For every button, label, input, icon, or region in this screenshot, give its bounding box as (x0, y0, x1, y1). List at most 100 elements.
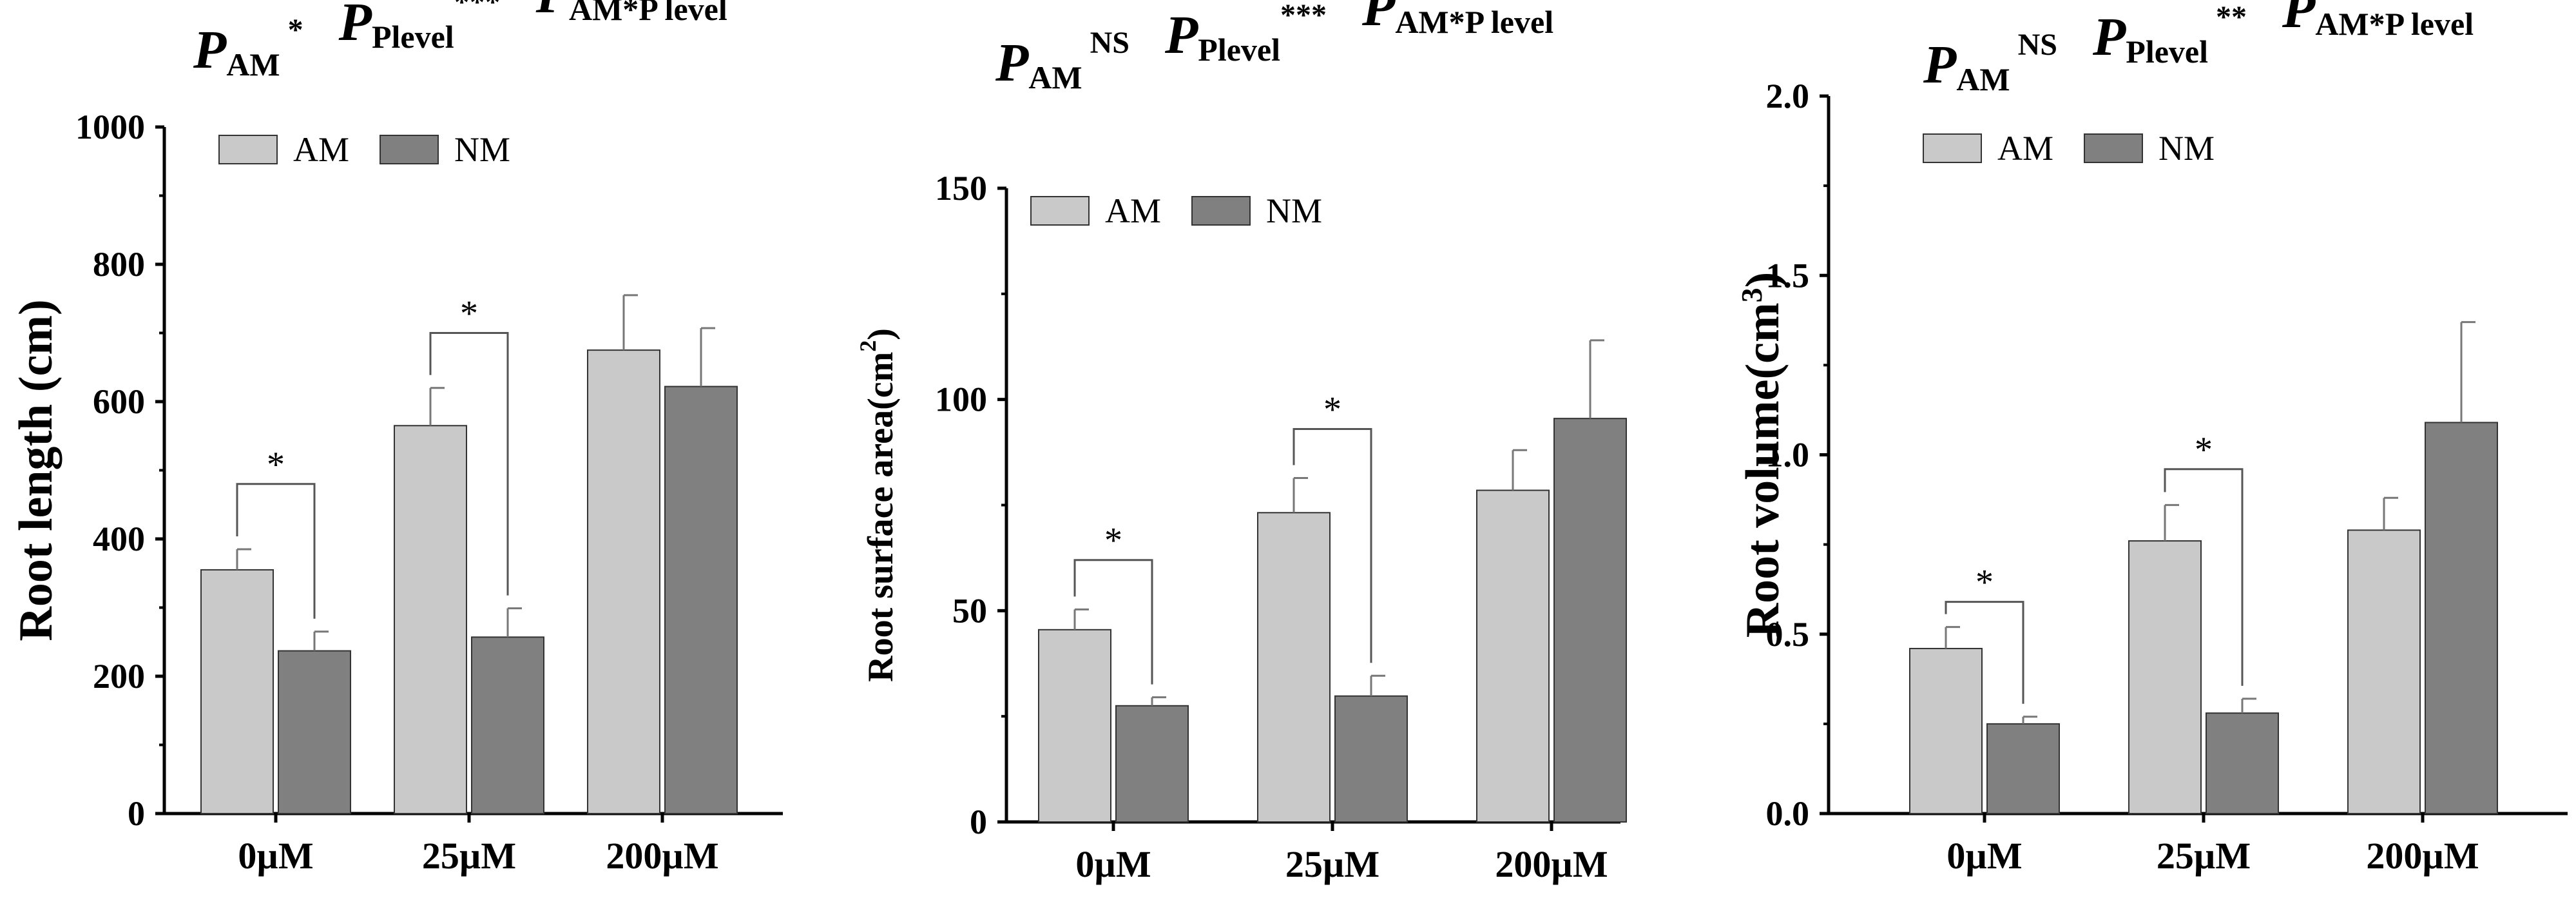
significance-bracket (236, 483, 316, 619)
legend-swatch-nm (380, 135, 439, 164)
y-tick-label: 100 (935, 380, 987, 419)
title-term-subscript: AM*P level (569, 0, 727, 27)
bar-am-3 (2347, 529, 2421, 814)
title-term-subscript: AM (1956, 61, 2010, 97)
bar-am-3 (1476, 489, 1550, 823)
title-term-p: P (1923, 35, 1957, 95)
title-term-subscript: AM (226, 46, 280, 83)
x-category-label: 200µM (1495, 843, 1608, 885)
y-tick-label: 0.5 (1766, 615, 1810, 654)
significance-bracket (1293, 428, 1372, 663)
chart-title: PAM *PPlevel***PAM*P level * (193, 0, 751, 83)
bar-nm-1 (278, 650, 351, 814)
legend-swatch-am (1923, 133, 1982, 163)
x-category-label: 25µM (2157, 835, 2251, 877)
x-category-label: 200µM (2366, 835, 2479, 877)
legend-label-am: AM (1105, 191, 1161, 230)
y-axis-label-superscript: 3 (1735, 288, 1768, 302)
title-term-significance: NS (1082, 26, 1129, 60)
x-category-label: 0µM (238, 835, 313, 877)
significance-star: * (2195, 430, 2213, 470)
significance-bracket (1073, 559, 1153, 685)
y-axis-label: Root volume(cm3) (1735, 272, 1789, 638)
x-category-label: 25µM (1285, 843, 1379, 885)
bar-nm-2 (1334, 695, 1408, 823)
title-term-p: P (1361, 0, 1396, 37)
x-category-label: 0µM (1946, 835, 2022, 877)
y-axis-label-tail: ) (861, 328, 901, 340)
legend-label-nm: NM (2158, 129, 2215, 168)
y-tick-label: 800 (93, 245, 145, 284)
y-tick-label: 1000 (75, 108, 145, 146)
title-term-significance: *** (454, 0, 501, 19)
bar-am-1 (200, 569, 274, 814)
significance-bracket (429, 332, 509, 596)
bar-nm-2 (2206, 712, 2279, 815)
y-axis-label-tail: ) (1736, 272, 1789, 288)
y-tick-label: 600 (93, 382, 145, 421)
x-category-label: 200µM (606, 835, 718, 877)
legend-label-am: AM (293, 130, 349, 169)
title-term-subscript: AM*P level (1395, 4, 1553, 40)
significance-star: * (1104, 521, 1122, 561)
title-term-subscript: Plevel (1198, 32, 1280, 68)
title-term-p: P (995, 33, 1029, 93)
title-term-p: P (2282, 0, 2316, 39)
legend-label-nm: NM (454, 130, 510, 169)
bar-nm-1 (1115, 705, 1189, 823)
significance-star: * (267, 445, 285, 485)
bar-am-2 (2128, 540, 2202, 814)
significance-star: * (1975, 563, 1994, 603)
y-axis-label-text: Root volume(cm (1736, 302, 1789, 638)
y-tick-label: 200 (93, 657, 145, 696)
y-tick-label: 150 (935, 169, 987, 208)
significance-star: * (460, 294, 478, 334)
bar-nm-3 (664, 386, 738, 814)
bar-nm-3 (1553, 418, 1627, 823)
significance-star: * (1323, 390, 1341, 430)
bar-nm-3 (2425, 422, 2498, 814)
title-term-significance: * (2474, 0, 2497, 6)
y-tick-label: 400 (93, 520, 145, 558)
bar-am-1 (1038, 629, 1111, 823)
title-term-subscript: Plevel (372, 19, 454, 55)
title-term-p: P (193, 20, 227, 80)
title-term-p: P (535, 0, 570, 24)
y-axis-label-text: Root surface area(cm (861, 352, 901, 682)
y-tick-label: 0 (970, 803, 987, 841)
y-tick-label: 2.0 (1766, 77, 1810, 115)
bar-nm-2 (471, 636, 544, 814)
legend-swatch-nm (1191, 196, 1251, 226)
x-category-label: 0µM (1075, 843, 1151, 885)
title-term-p: P (2092, 7, 2126, 67)
x-category-label: 25µM (422, 835, 516, 877)
title-term-significance: *** (1280, 0, 1327, 32)
y-axis-label: Root length (cm) (10, 299, 62, 641)
legend-label-am: AM (1997, 129, 2053, 168)
title-term-subscript: Plevel (2126, 34, 2208, 70)
y-axis-label-superscript: 2 (855, 340, 881, 352)
title-term-p: P (1164, 5, 1198, 65)
legend-label-nm: NM (1266, 191, 1322, 230)
bar-am-3 (587, 349, 660, 814)
y-tick-label: 50 (952, 591, 987, 630)
legend-swatch-am (218, 135, 278, 164)
title-term-significance: ** (2208, 0, 2247, 34)
y-tick-label: 0 (128, 794, 145, 833)
title-term-p: P (338, 0, 372, 52)
title-term-subscript: AM (1028, 59, 1082, 95)
legend-swatch-nm (2084, 133, 2143, 163)
title-term-significance: * (1553, 0, 1569, 5)
y-axis-label: Root surface area(cm2) (855, 328, 901, 682)
title-term-significance: NS (2010, 28, 2057, 62)
y-tick-label: 1.0 (1766, 436, 1810, 474)
legend-swatch-am (1030, 196, 1090, 226)
title-term-significance: * (280, 13, 303, 47)
y-tick-label: 1.5 (1766, 256, 1810, 295)
